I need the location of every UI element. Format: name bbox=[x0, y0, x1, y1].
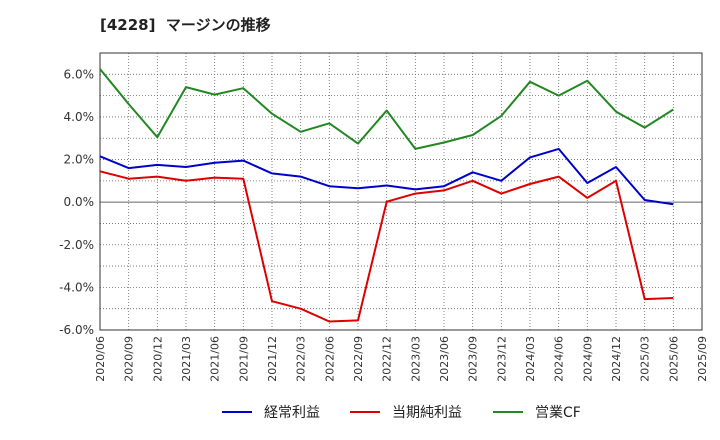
legend-label-0: 経常利益 bbox=[264, 405, 320, 421]
y-tick-label-3: 0.0% bbox=[64, 195, 95, 209]
legend-swatch-0 bbox=[222, 411, 252, 413]
y-tick-label-4: -2.0% bbox=[59, 238, 94, 252]
legend: 経常利益 当期純利益 営業CF bbox=[0, 402, 720, 430]
y-tick-label-2: 2.0% bbox=[64, 153, 95, 167]
x-tick-label-20: 2025/06 bbox=[667, 336, 680, 382]
x-tick-label-6: 2021/12 bbox=[266, 336, 279, 382]
x-tick-label-0: 2020/06 bbox=[94, 336, 107, 382]
plot-border bbox=[99, 52, 703, 331]
legend-label-2: 営業CF bbox=[535, 405, 581, 421]
x-tick-label-8: 2022/06 bbox=[323, 336, 336, 382]
x-tick-label-16: 2024/06 bbox=[553, 336, 566, 382]
legend-label-1: 当期純利益 bbox=[392, 405, 462, 421]
legend-item-0: 経常利益 bbox=[222, 402, 320, 422]
x-tick-label-9: 2022/09 bbox=[352, 336, 365, 382]
x-tick-label-12: 2023/06 bbox=[438, 336, 451, 382]
x-tick-label-3: 2021/03 bbox=[180, 336, 193, 382]
x-tick-label-2: 2020/12 bbox=[151, 336, 164, 382]
legend-swatch-1 bbox=[350, 411, 380, 413]
x-tick-label-7: 2022/03 bbox=[295, 336, 308, 382]
legend-swatch-2 bbox=[493, 411, 523, 413]
chart-title: [4228] マージンの推移 bbox=[100, 16, 271, 34]
x-tick-label-1: 2020/09 bbox=[123, 336, 136, 382]
x-tick-label-11: 2023/03 bbox=[409, 336, 422, 382]
y-tick-label-1: 4.0% bbox=[64, 110, 95, 124]
plot-area bbox=[100, 53, 702, 330]
x-tick-label-19: 2025/03 bbox=[639, 336, 652, 382]
x-tick-label-4: 2021/06 bbox=[209, 336, 222, 382]
x-tick-label-17: 2024/09 bbox=[581, 336, 594, 382]
x-tick-label-5: 2021/09 bbox=[237, 336, 250, 382]
x-tick-label-13: 2023/09 bbox=[467, 336, 480, 382]
y-tick-label-5: -4.0% bbox=[59, 280, 94, 294]
x-tick-label-14: 2023/12 bbox=[495, 336, 508, 382]
x-tick-label-21: 2025/09 bbox=[696, 336, 709, 382]
x-tick-label-10: 2022/12 bbox=[381, 336, 394, 382]
x-tick-label-15: 2024/03 bbox=[524, 336, 537, 382]
x-tick-label-18: 2024/12 bbox=[610, 336, 623, 382]
legend-item-2: 営業CF bbox=[493, 402, 581, 422]
legend-item-1: 当期純利益 bbox=[350, 402, 462, 422]
y-tick-label-6: -6.0% bbox=[59, 323, 94, 337]
y-tick-label-0: 6.0% bbox=[64, 67, 95, 81]
